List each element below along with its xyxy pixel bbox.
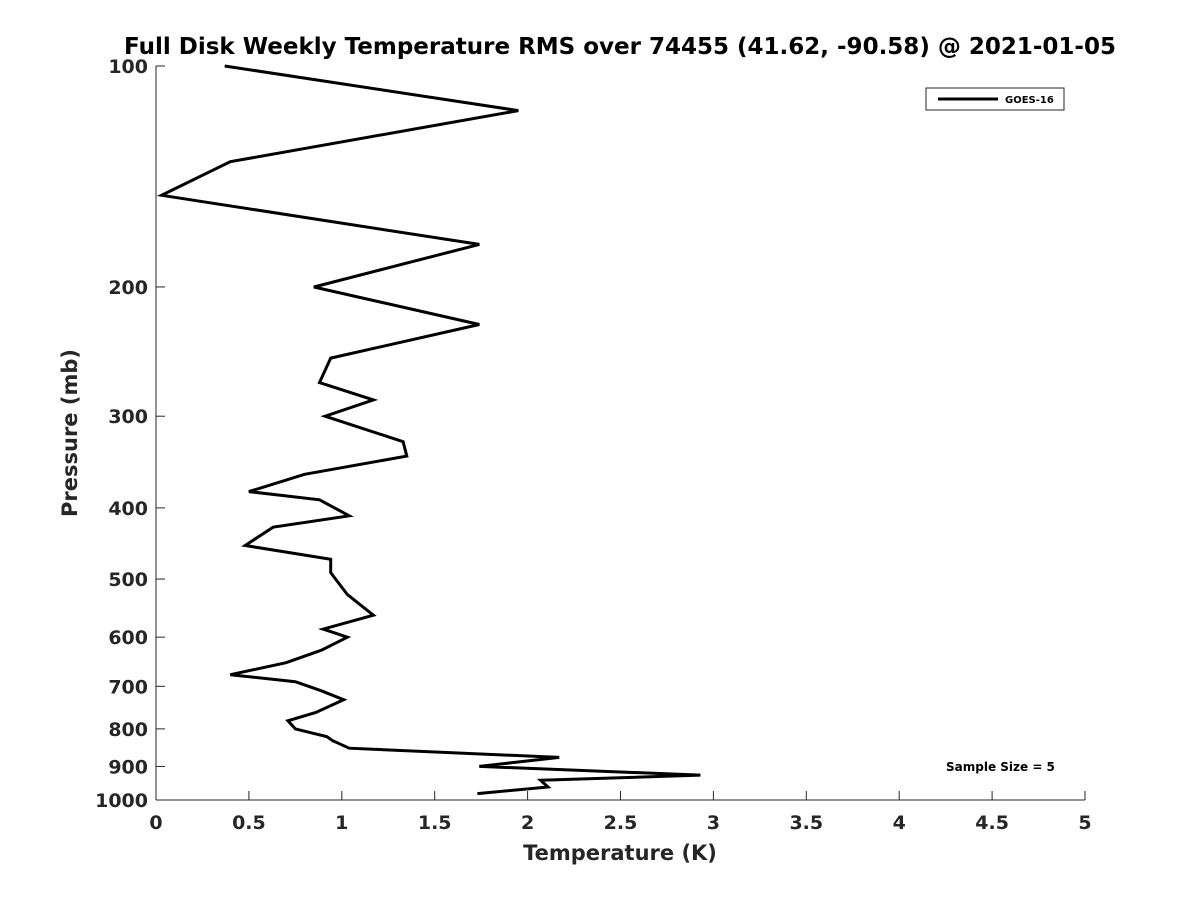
x-tick-label: 2 (521, 812, 534, 834)
plot-area: 0 0.5 1 1.5 2 2.5 3 3.5 4 4.5 5 100 200 300 400 500 600… (95, 56, 1092, 834)
x-tick-label: 1 (335, 812, 348, 834)
x-tick-label: 3 (707, 812, 720, 834)
y-tick-label: 800 (108, 719, 148, 741)
legend: GOES-16 (925, 87, 1065, 111)
y-tick-label: 200 (108, 277, 148, 299)
y-tick-label: 700 (108, 676, 148, 698)
sample-size-annotation: Sample Size = 5 (946, 760, 1055, 774)
y-tick-label: 1000 (95, 790, 148, 812)
x-tick-label: 1.5 (418, 812, 452, 834)
series-line-goes-16 (156, 64, 701, 796)
y-tick-label: 600 (108, 627, 148, 649)
y-ticks: 100 200 300 400 500 600 700 800 900 1000 (95, 56, 165, 812)
chart-title: Full Disk Weekly Temperature RMS over 74… (124, 34, 1116, 60)
x-tick-label: 0 (149, 812, 162, 834)
y-tick-label: 900 (108, 756, 148, 778)
y-tick-label: 400 (108, 498, 148, 520)
legend-label-goes-16: GOES-16 (1005, 95, 1054, 106)
y-tick-label: 300 (108, 406, 148, 428)
y-axis-label: Pressure (mb) (58, 349, 82, 517)
x-axis-label: Temperature (K) (523, 841, 717, 865)
x-tick-label: 0.5 (232, 812, 266, 834)
x-tick-label: 2.5 (604, 812, 638, 834)
series-layer (156, 64, 701, 796)
y-tick-label: 100 (108, 56, 148, 78)
x-tick-label: 5 (1078, 812, 1091, 834)
x-tick-label: 4.5 (975, 812, 1009, 834)
x-tick-label: 3.5 (789, 812, 823, 834)
x-ticks: 0 0.5 1 1.5 2 2.5 3 3.5 4 4.5 5 (149, 791, 1092, 834)
x-tick-label: 4 (893, 812, 906, 834)
y-tick-label: 500 (108, 569, 148, 591)
